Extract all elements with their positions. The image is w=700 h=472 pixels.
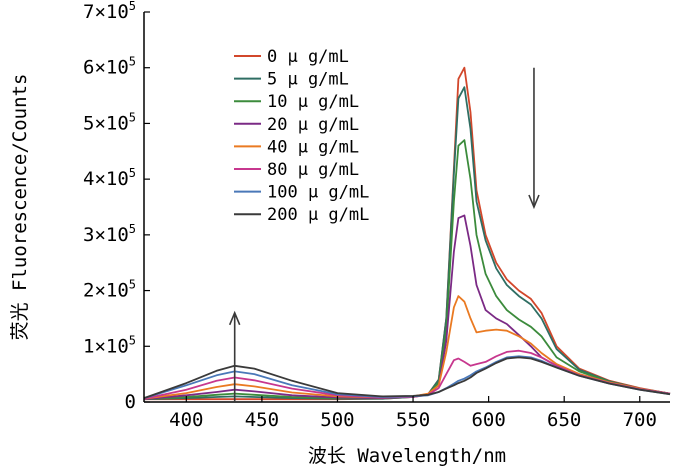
series-line-0	[144, 66, 671, 401]
arrow-head-down	[528, 194, 540, 210]
series-line-3	[143, 214, 671, 401]
x-tick-label: 600	[471, 409, 505, 431]
x-tick-label: 450	[245, 409, 279, 431]
x-tick-label: 700	[623, 409, 657, 431]
x-tick-label: 400	[169, 409, 203, 431]
series-line-5	[143, 349, 671, 400]
legend-label: 10 μ g/mL	[267, 92, 359, 112]
series-line-2	[143, 139, 671, 401]
x-tick-label: 650	[547, 409, 581, 431]
legend-label: 80 μ g/mL	[267, 160, 359, 180]
y-tick-label: 1×105	[83, 333, 136, 357]
legend-label: 200 μ g/mL	[267, 205, 369, 225]
y-tick-label: 0	[125, 391, 136, 413]
legend-label: 0 μ g/mL	[267, 47, 349, 67]
y-axis-title: 荧光 Fluorescence/Counts	[9, 74, 31, 341]
series-line-4	[143, 295, 671, 400]
arrow-head-up	[228, 310, 241, 326]
series-line-1	[143, 86, 671, 401]
legend-label: 40 μ g/mL	[267, 137, 359, 157]
legend-label: 20 μ g/mL	[267, 115, 359, 135]
y-tick-label: 5×105	[83, 110, 136, 134]
x-tick-label: 500	[320, 409, 354, 431]
series-line-7	[143, 356, 671, 399]
legend-label: 5 μ g/mL	[267, 70, 349, 90]
y-tick-label: 6×105	[83, 55, 136, 79]
y-tick-label: 3×105	[83, 222, 136, 246]
x-tick-label: 550	[396, 409, 430, 431]
legend-label: 100 μ g/mL	[267, 183, 369, 203]
x-axis-title: 波长 Wavelength/nm	[308, 445, 506, 467]
y-tick-label: 7×105	[83, 0, 136, 23]
y-tick-label: 4×105	[83, 166, 136, 190]
y-tick-label: 2×105	[83, 278, 136, 302]
